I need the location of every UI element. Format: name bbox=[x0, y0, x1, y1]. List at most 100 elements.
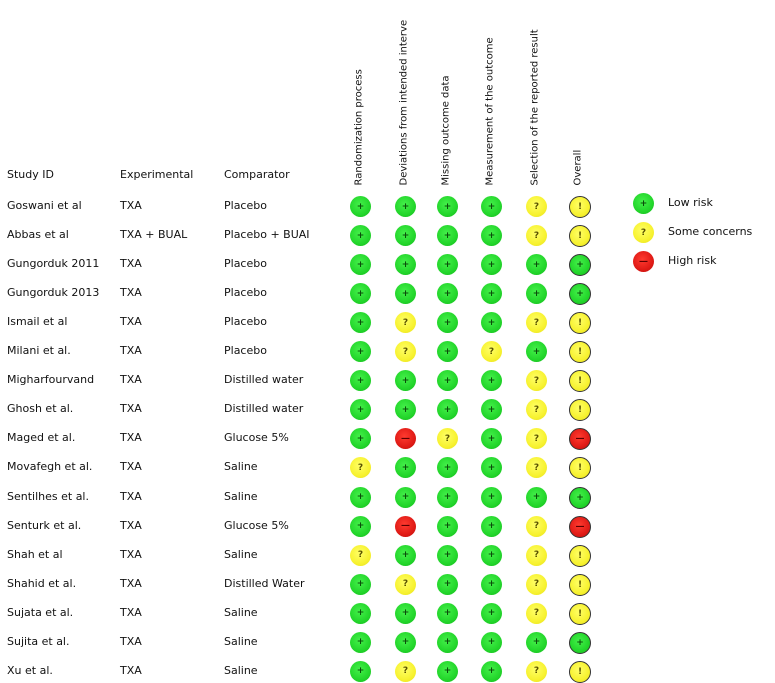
row-12-comparator: Saline bbox=[224, 547, 258, 561]
row-3-experimental: TXA bbox=[120, 286, 142, 300]
rating-dot-row-1-domain-3: + bbox=[481, 225, 502, 247]
row-5-experimental: TXA bbox=[120, 344, 142, 358]
rating-dot-row-9-domain-4: ? bbox=[526, 457, 547, 479]
row-16-comparator: Saline bbox=[224, 663, 258, 677]
row-15-comparator: Saline bbox=[224, 634, 258, 648]
rating-dot-row-3-domain-3: + bbox=[481, 283, 502, 305]
rating-dot-row-10-domain-2: + bbox=[437, 486, 458, 508]
rating-dot-row-5-domain-5: ! bbox=[569, 341, 591, 364]
rating-dot-row-13-domain-1: ? bbox=[395, 573, 416, 595]
rating-dot-row-14-domain-4: ? bbox=[526, 602, 547, 624]
row-14-experimental: TXA bbox=[120, 605, 142, 619]
row-15-experimental: TXA bbox=[120, 634, 142, 648]
rating-dot-row-2-domain-0: + bbox=[350, 254, 371, 276]
rating-dot-row-6-domain-4: ? bbox=[526, 370, 547, 392]
row-2-comparator: Placebo bbox=[224, 257, 267, 271]
rating-dot-row-1-domain-4: ? bbox=[526, 225, 547, 247]
rating-dot-row-12-domain-1: + bbox=[395, 544, 416, 566]
row-4-experimental: TXA bbox=[120, 315, 142, 329]
legend-high-label: High risk bbox=[668, 254, 717, 267]
rating-dot-row-16-domain-3: + bbox=[481, 660, 502, 682]
rating-dot-row-14-domain-1: + bbox=[395, 602, 416, 624]
row-7-comparator: Distilled water bbox=[224, 402, 304, 416]
row-11-experimental: TXA bbox=[120, 518, 142, 532]
rating-dot-row-0-domain-0: + bbox=[350, 196, 371, 217]
rating-dot-row-4-domain-3: + bbox=[481, 312, 502, 334]
rating-dot-row-7-domain-5: ! bbox=[569, 399, 591, 422]
row-9-study: Movafegh et al. bbox=[7, 460, 93, 474]
rating-dot-row-15-domain-3: + bbox=[481, 631, 502, 653]
rating-dot-row-1-domain-0: + bbox=[350, 225, 371, 247]
rating-dot-row-15-domain-5: + bbox=[569, 631, 591, 654]
row-4-comparator: Placebo bbox=[224, 315, 267, 329]
rating-dot-row-11-domain-0: + bbox=[350, 515, 371, 537]
row-14-comparator: Saline bbox=[224, 605, 258, 619]
rating-dot-row-9-domain-2: + bbox=[437, 457, 458, 479]
rating-dot-row-16-domain-2: + bbox=[437, 660, 458, 682]
rating-dot-row-3-domain-0: + bbox=[350, 283, 371, 305]
row-8-comparator: Glucose 5% bbox=[224, 431, 289, 445]
rating-dot-row-4-domain-4: ? bbox=[526, 312, 547, 334]
rating-dot-row-7-domain-1: + bbox=[395, 399, 416, 421]
row-10-comparator: Saline bbox=[224, 489, 258, 503]
domain-header-3: Measurement of the outcome bbox=[484, 37, 496, 186]
domain-header-1: Deviations from intended interve bbox=[398, 19, 410, 186]
row-1-study: Abbas et al bbox=[7, 228, 69, 242]
rating-dot-row-12-domain-0: ? bbox=[350, 544, 371, 566]
rating-dot-row-13-domain-4: ? bbox=[526, 573, 547, 595]
row-0-study: Goswani et al bbox=[7, 199, 82, 212]
rating-dot-row-13-domain-2: + bbox=[437, 573, 458, 595]
rating-dot-row-4-domain-2: + bbox=[437, 312, 458, 334]
rating-dot-row-7-domain-2: + bbox=[437, 399, 458, 421]
row-3-comparator: Placebo bbox=[224, 286, 267, 300]
rating-dot-row-1-domain-2: + bbox=[437, 225, 458, 247]
rating-dot-row-13-domain-5: ! bbox=[569, 573, 591, 596]
header-experimental: Experimental bbox=[120, 168, 194, 181]
rating-dot-row-13-domain-0: + bbox=[350, 573, 371, 595]
rating-dot-row-8-domain-1: — bbox=[395, 428, 416, 450]
row-8-study: Maged et al. bbox=[7, 431, 76, 445]
rating-dot-row-6-domain-1: + bbox=[395, 370, 416, 392]
rating-dot-row-1-domain-1: + bbox=[395, 225, 416, 247]
rating-dot-row-12-domain-4: ? bbox=[526, 544, 547, 566]
row-7-study: Ghosh et al. bbox=[7, 402, 74, 416]
row-2-study: Gungorduk 2011 bbox=[7, 257, 100, 271]
legend-high-icon: — bbox=[633, 251, 654, 272]
rating-dot-row-8-domain-2: ? bbox=[437, 428, 458, 450]
rating-dot-row-14-domain-0: + bbox=[350, 602, 371, 624]
rating-dot-row-7-domain-3: + bbox=[481, 399, 502, 421]
domain-header-5: Overall bbox=[572, 149, 584, 186]
rating-dot-row-14-domain-3: + bbox=[481, 602, 502, 624]
rating-dot-row-0-domain-3: + bbox=[481, 196, 502, 217]
row-9-experimental: TXA bbox=[120, 460, 142, 474]
row-6-comparator: Distilled water bbox=[224, 373, 304, 387]
row-10-study: Sentilhes et al. bbox=[7, 489, 89, 503]
rating-dot-row-14-domain-5: ! bbox=[569, 602, 591, 625]
rating-dot-row-2-domain-2: + bbox=[437, 254, 458, 276]
rating-dot-row-3-domain-1: + bbox=[395, 283, 416, 305]
legend-some-label: Some concerns bbox=[668, 225, 753, 238]
rating-dot-row-13-domain-3: + bbox=[481, 573, 502, 595]
rating-dot-row-10-domain-3: + bbox=[481, 486, 502, 508]
row-3-study: Gungorduk 2013 bbox=[7, 286, 100, 300]
rating-dot-row-12-domain-5: ! bbox=[569, 544, 591, 567]
domain-header-4: Selection of the reported result bbox=[529, 29, 541, 186]
rating-dot-row-12-domain-3: + bbox=[481, 544, 502, 566]
rating-dot-row-3-domain-4: + bbox=[526, 283, 547, 305]
rating-dot-row-9-domain-3: + bbox=[481, 457, 502, 479]
rating-dot-row-3-domain-5: + bbox=[569, 283, 591, 306]
rating-dot-row-5-domain-2: + bbox=[437, 341, 458, 363]
legend-some-icon: ? bbox=[633, 222, 654, 243]
rating-dot-row-2-domain-5: + bbox=[569, 254, 591, 277]
rating-dot-row-6-domain-2: + bbox=[437, 370, 458, 392]
row-2-experimental: TXA bbox=[120, 257, 142, 271]
row-6-study: Migharfourvand bbox=[7, 373, 95, 387]
row-13-experimental: TXA bbox=[120, 576, 142, 590]
rating-dot-row-8-domain-5: — bbox=[569, 428, 591, 451]
row-0-experimental: TXA bbox=[120, 199, 142, 212]
rating-dot-row-7-domain-4: ? bbox=[526, 399, 547, 421]
rating-dot-row-16-domain-5: ! bbox=[569, 660, 591, 683]
row-14-study: Sujata et al. bbox=[7, 605, 74, 619]
rating-dot-row-1-domain-5: ! bbox=[569, 225, 591, 248]
rating-dot-row-5-domain-1: ? bbox=[395, 341, 416, 363]
